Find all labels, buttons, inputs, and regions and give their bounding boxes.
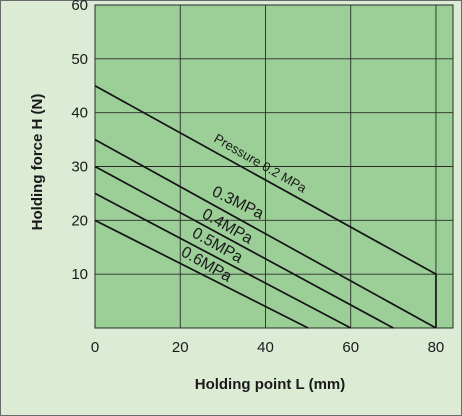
x-tick-label-40: 40 — [257, 339, 274, 356]
x-tick-label-0: 0 — [91, 339, 99, 356]
y-tick-label-40: 40 — [71, 105, 88, 122]
y-tick-label-50: 50 — [71, 51, 88, 68]
series-line-4 — [94, 219, 309, 329]
y-tick-label-60: 60 — [71, 0, 88, 14]
series-lines — [94, 85, 437, 329]
tick-labels: 0 20 40 60 80 10 20 30 40 50 60 — [71, 0, 444, 356]
series-line-3 — [94, 192, 352, 329]
series-line-0 — [94, 85, 437, 328]
y-axis-title: Holding force H (N) — [29, 94, 46, 231]
x-tick-label-20: 20 — [172, 339, 189, 356]
y-tick-label-10: 10 — [71, 266, 88, 283]
series-line-1 — [94, 138, 437, 329]
series-line-2 — [94, 165, 394, 329]
x-tick-label-60: 60 — [342, 339, 359, 356]
y-tick-label-20: 20 — [71, 212, 88, 229]
x-tick-label-80: 80 — [428, 339, 445, 356]
y-tick-label-30: 30 — [71, 159, 88, 176]
x-axis-title: Holding point L (mm) — [195, 376, 346, 393]
